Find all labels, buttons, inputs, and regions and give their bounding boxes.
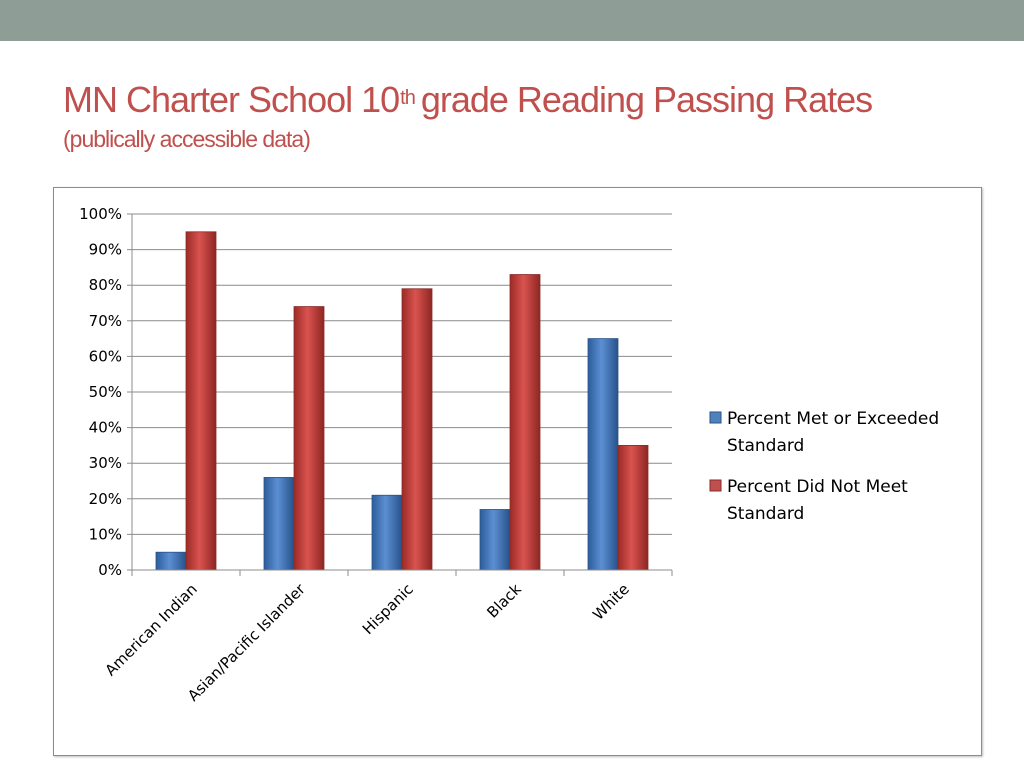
bar-met-standard (587, 338, 619, 571)
bar-did-not-meet (293, 306, 325, 571)
title-main: MN Charter School 10 (63, 79, 400, 120)
bar-met-standard (155, 551, 187, 571)
slide-title: MN Charter School 10th grade Reading Pass… (63, 78, 873, 122)
y-tick-label: 50% (89, 383, 122, 401)
legend-label: Standard (727, 436, 804, 456)
legend-label: Percent Met or Exceeded (727, 409, 939, 429)
axes (131, 214, 673, 576)
bar-met-standard (371, 494, 403, 571)
y-tick-label: 10% (89, 525, 122, 543)
y-tick-label: 0% (98, 561, 122, 579)
top-accent-bar (0, 0, 1024, 41)
title-superscript: th (400, 87, 416, 109)
legend: Percent Met or Exceeded Standard Percent D… (709, 409, 939, 524)
bar-did-not-meet (401, 288, 433, 571)
y-tick-label: 70% (89, 312, 122, 330)
bars (155, 231, 649, 571)
y-tick-label: 90% (89, 241, 122, 259)
x-tick-label: Hispanic (359, 580, 417, 638)
y-tick-label: 20% (89, 490, 122, 508)
y-tick-label: 100% (79, 205, 122, 223)
chart-frame: 0% 10% 20% 30% 40% 50% 60% 70% 80% 90% 100% Americ… (53, 187, 982, 756)
bar-met-standard (479, 509, 511, 571)
bar-did-not-meet (617, 444, 649, 571)
y-tick-label: 30% (89, 454, 122, 472)
legend-label: Standard (727, 504, 804, 524)
bar-met-standard (263, 477, 295, 571)
y-tick-label: 80% (89, 276, 122, 294)
x-tick-label: American Indian (102, 580, 201, 679)
slide-subtitle: (publically accessible data) (63, 126, 311, 152)
bar-did-not-meet (509, 274, 541, 571)
y-tick-label: 40% (89, 419, 122, 437)
y-axis-tick-labels: 0% 10% 20% 30% 40% 50% 60% 70% 80% 90% 100% (79, 205, 122, 579)
legend-swatch (709, 479, 722, 492)
bar-did-not-meet (185, 231, 217, 571)
x-tick-label: Black (483, 580, 525, 622)
legend-swatch (709, 411, 722, 424)
y-tick-label: 60% (89, 347, 122, 365)
x-tick-label: Asian/Pacific Islander (184, 580, 309, 705)
title-rest: grade Reading Passing Rates (420, 79, 873, 120)
legend-label: Percent Did Not Meet (727, 477, 908, 497)
x-tick-label: White (589, 580, 633, 624)
bar-chart: 0% 10% 20% 30% 40% 50% 60% 70% 80% 90% 100% Americ… (79, 205, 939, 705)
